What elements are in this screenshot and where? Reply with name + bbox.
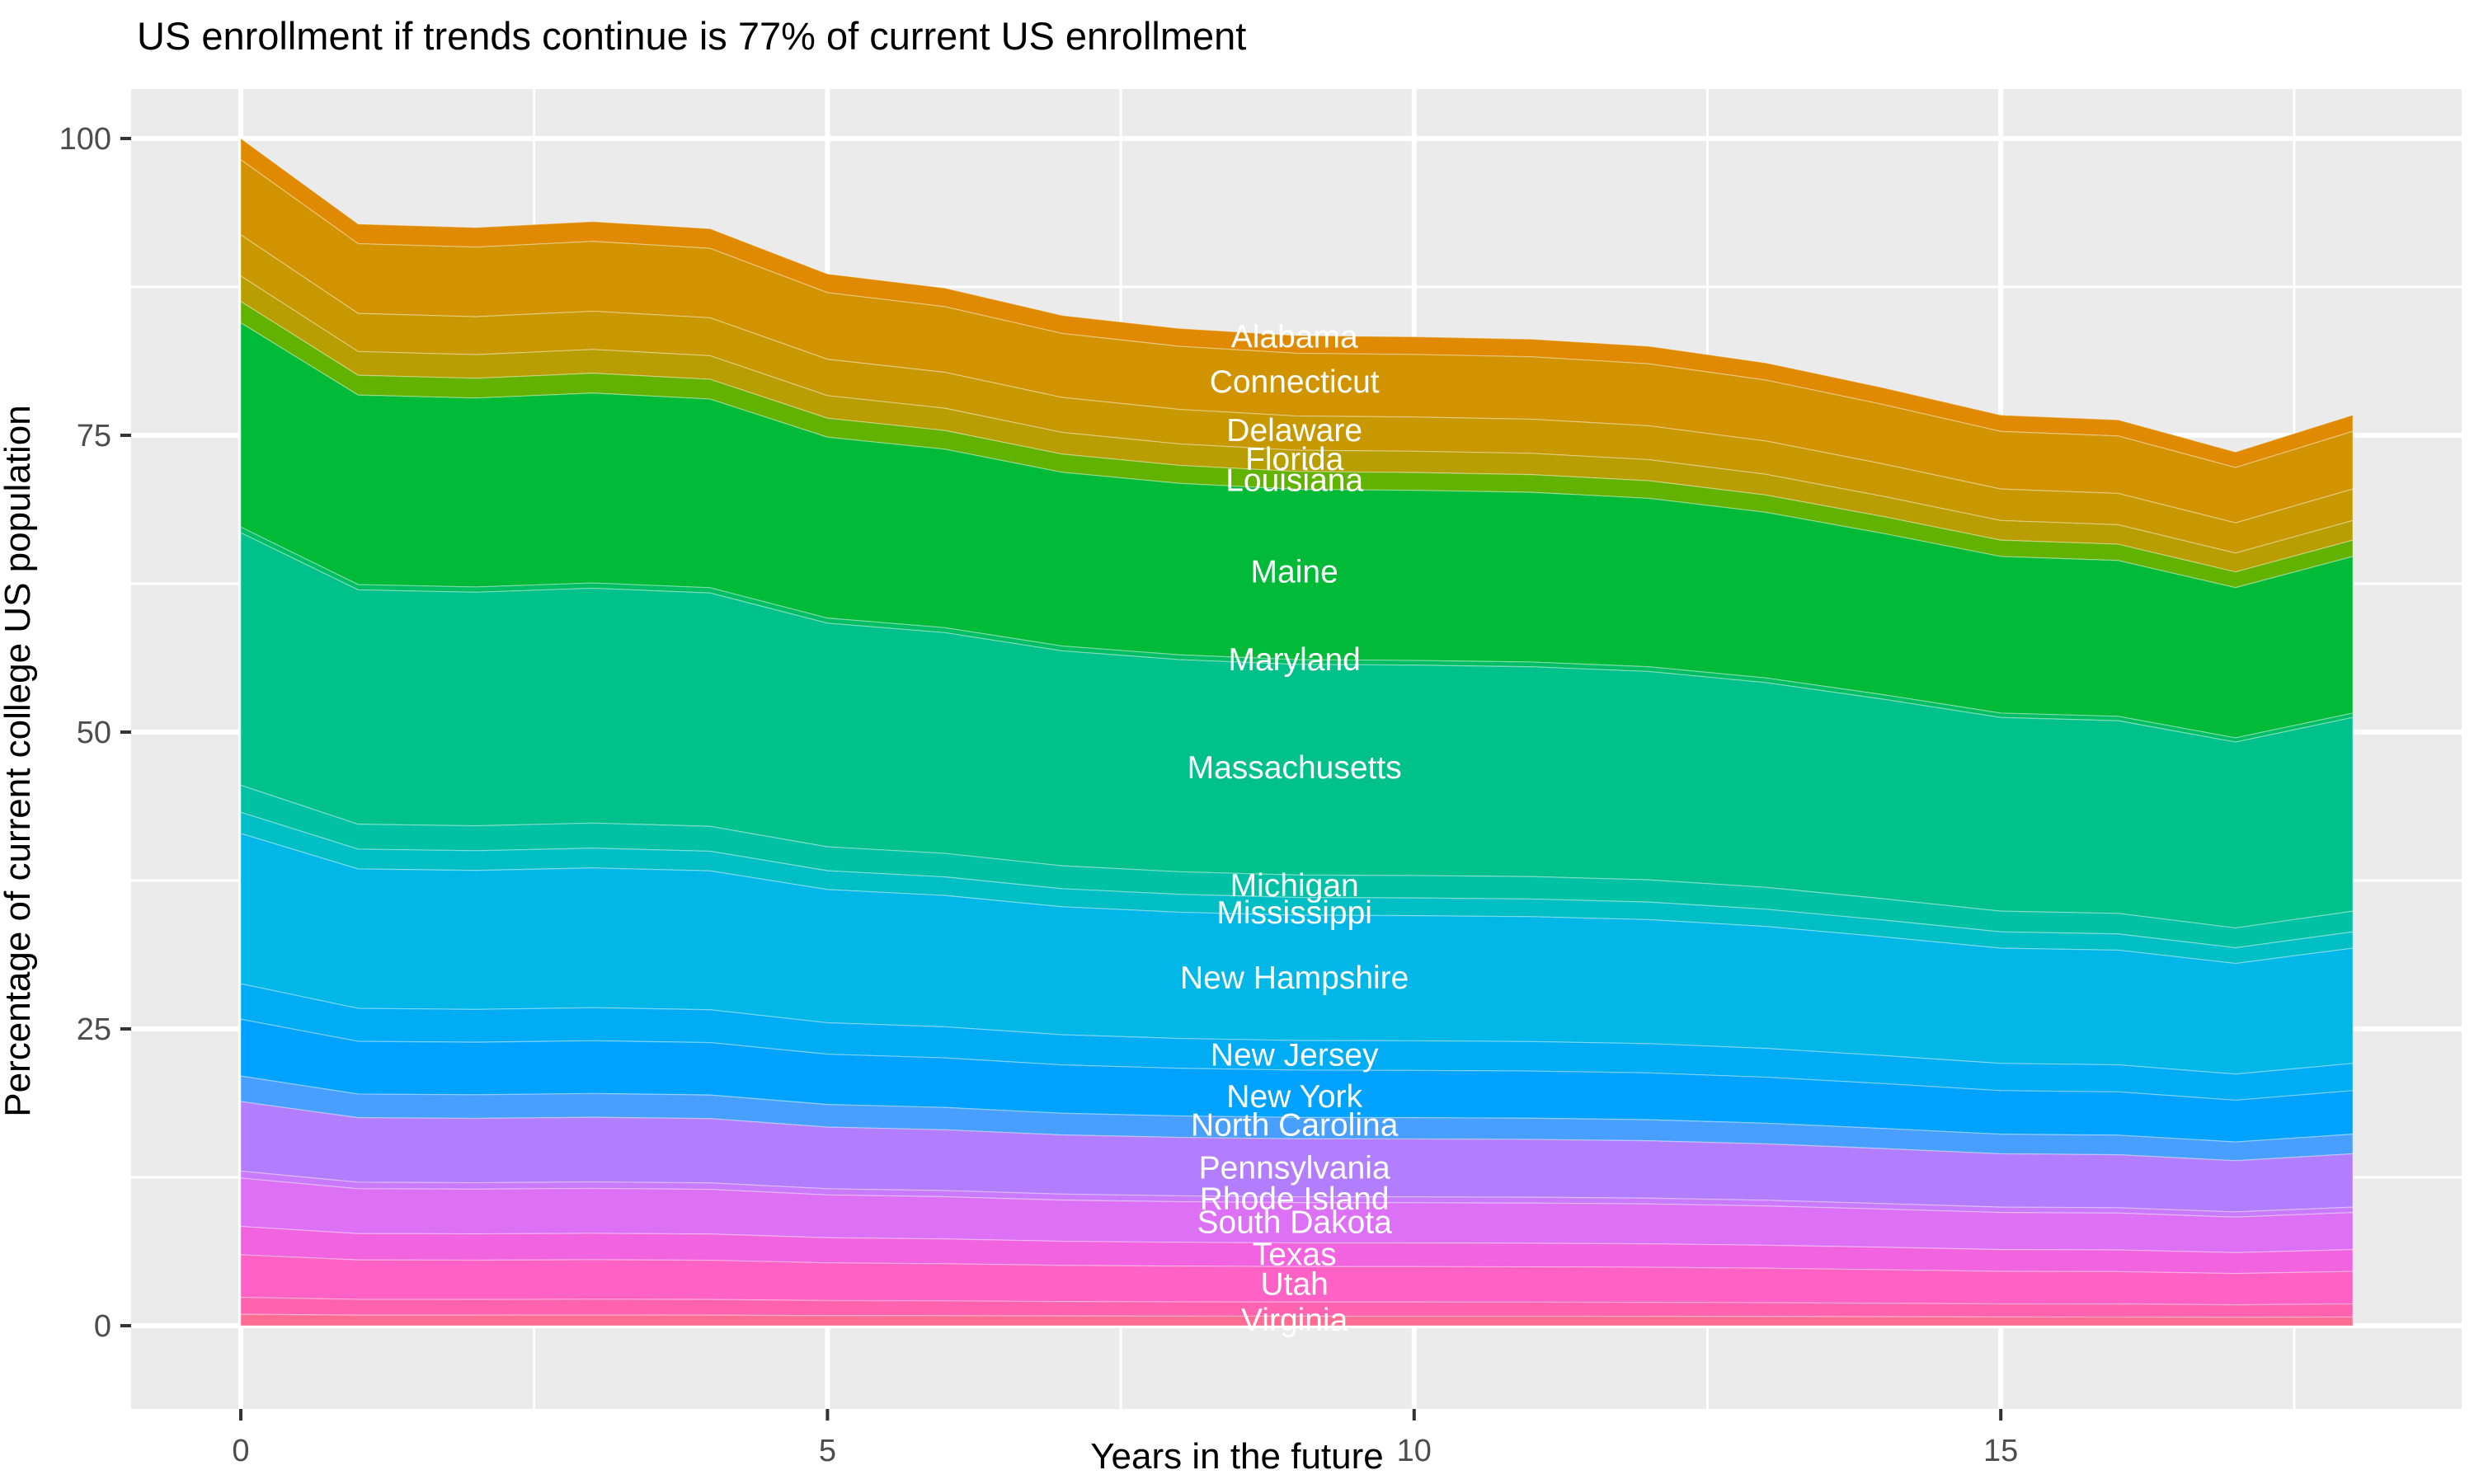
band-label-mississippi: Mississippi <box>1216 895 1372 931</box>
y-tick-label: 50 <box>77 716 111 750</box>
band-label-michigan: Michigan <box>1230 868 1359 904</box>
band-label-north-carolina: North Carolina <box>1191 1108 1399 1144</box>
band-label-rhode-island: Rhode Island <box>1200 1181 1390 1217</box>
band-label-south-dakota: South Dakota <box>1197 1205 1393 1241</box>
y-tick-label: 100 <box>59 122 111 157</box>
x-axis-title: Years in the future <box>1090 1436 1384 1477</box>
x-tick-label: 10 <box>1397 1434 1432 1468</box>
band-label-maryland: Maryland <box>1228 642 1360 678</box>
chart-title: US enrollment if trends continue is 77% … <box>137 14 1247 58</box>
band-label-new-jersey: New Jersey <box>1211 1038 1379 1073</box>
x-tick-label: 15 <box>1983 1434 2018 1468</box>
band-label-massachusetts: Massachusetts <box>1188 750 1402 786</box>
band-label-virginia: Virginia <box>1241 1303 1348 1338</box>
x-tick-label: 0 <box>232 1434 249 1468</box>
y-axis-title: Percentage of current college US populat… <box>0 405 38 1117</box>
band-label-utah: Utah <box>1260 1267 1328 1303</box>
band-label-pennsylvania: Pennsylvania <box>1199 1150 1390 1186</box>
band-label-new-hampshire: New Hampshire <box>1180 960 1409 996</box>
area-band-virginia <box>240 1313 2354 1327</box>
y-tick-label: 0 <box>94 1309 111 1344</box>
band-label-maine: Maine <box>1251 555 1338 590</box>
x-tick-label: 5 <box>819 1434 836 1468</box>
band-label-louisiana: Louisiana <box>1225 463 1363 499</box>
band-label-texas: Texas <box>1253 1237 1337 1273</box>
y-tick-label: 25 <box>77 1012 111 1047</box>
band-label-florida: Florida <box>1245 442 1344 477</box>
band-label-connecticut: Connecticut <box>1210 364 1380 400</box>
band-label-new-york: New York <box>1226 1079 1362 1115</box>
y-tick-label: 75 <box>77 419 111 453</box>
band-label-delaware: Delaware <box>1226 413 1362 448</box>
band-label-alabama: Alabama <box>1231 319 1358 355</box>
